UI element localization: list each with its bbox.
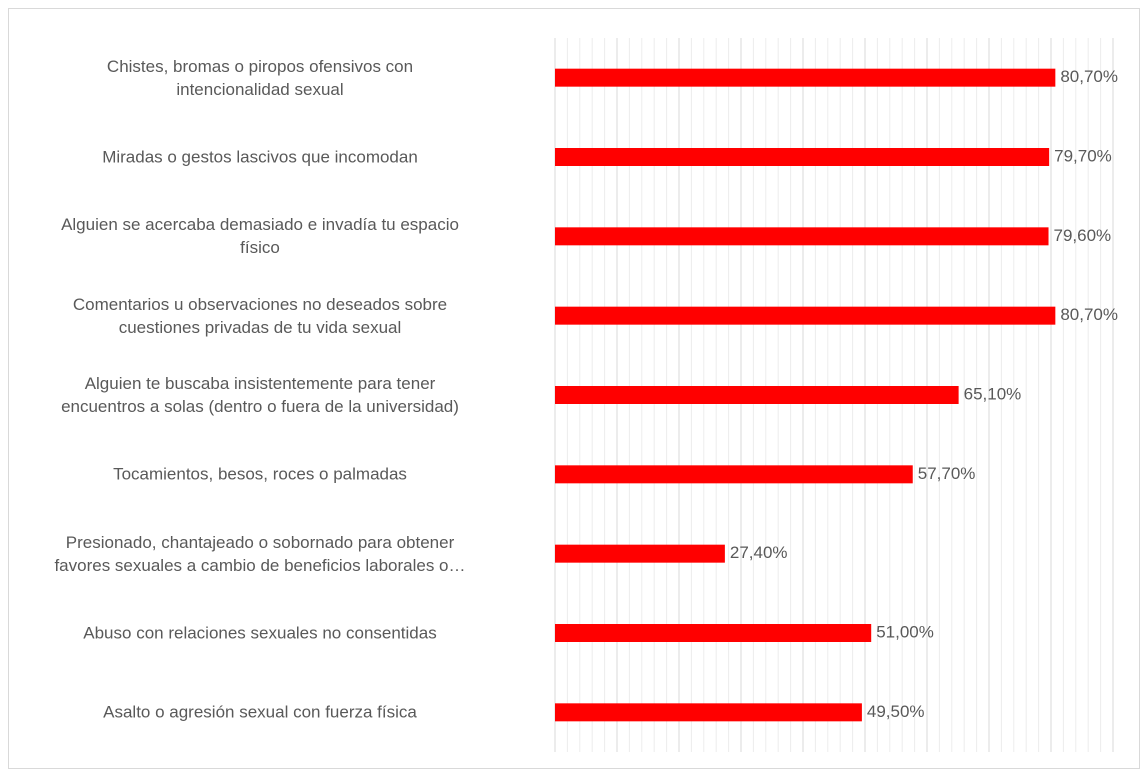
bar — [555, 148, 1050, 166]
value-label: 57,70% — [918, 464, 976, 483]
category-label: Alguien se acercaba demasiado e invadía … — [61, 215, 459, 258]
value-label: 79,60% — [1054, 226, 1112, 245]
value-label: 27,40% — [730, 543, 788, 562]
value-label: 49,50% — [867, 702, 925, 721]
category-label: Chistes, bromas o piropos ofensivos con … — [106, 56, 414, 99]
bar — [555, 703, 862, 722]
category-label: Alguien te buscaba insistentemente para … — [61, 374, 459, 416]
bar — [555, 306, 1056, 325]
category-label: Tocamientos, besos, roces o palmadas — [113, 464, 407, 484]
value-label: 65,10% — [964, 384, 1022, 403]
value-label: 80,70% — [1060, 305, 1118, 324]
bar — [555, 624, 872, 642]
category-label: Asalto o agresión sexual con fuerza físi… — [103, 702, 417, 722]
bar — [555, 465, 913, 484]
category-label: Presionado, chantajeado o sobornado para… — [54, 532, 466, 575]
bar — [555, 227, 1049, 246]
category-label: Miradas o gestos lascivos que incomodan — [102, 147, 418, 167]
value-label: 79,70% — [1054, 146, 1112, 165]
category-label: Abuso con relaciones sexuales no consent… — [83, 623, 437, 643]
value-label: 80,70% — [1060, 67, 1118, 86]
category-label: Comentarios u observaciones no deseados … — [72, 294, 448, 337]
bar — [555, 68, 1056, 87]
value-label: 51,00% — [876, 622, 934, 641]
bar — [555, 386, 959, 404]
chart-border — [8, 8, 1140, 769]
bar — [555, 544, 725, 563]
